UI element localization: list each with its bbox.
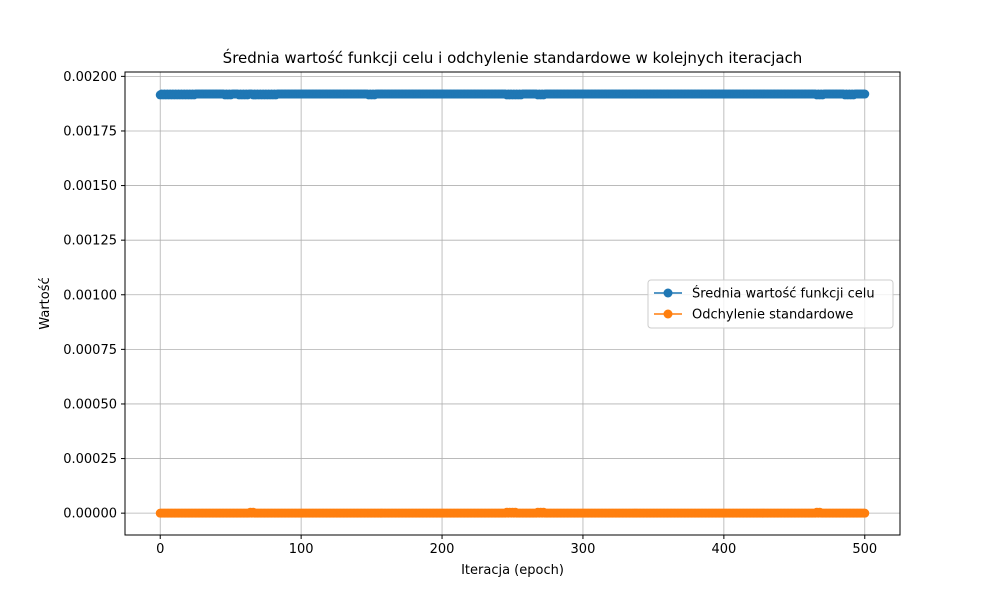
y-tick-label: 0.00100 <box>63 288 117 303</box>
data-point <box>860 89 870 99</box>
y-tick-label: 0.00075 <box>63 343 117 358</box>
x-tick-label: 300 <box>571 542 596 557</box>
y-axis-ticks: 0.00000 0.00025 0.00050 0.00075 0.00100 0.001… <box>63 70 125 522</box>
data-point <box>860 508 870 518</box>
legend-box <box>647 279 894 329</box>
x-tick-label: 0 <box>156 542 164 557</box>
x-axis-label: Iteracja (epoch) <box>461 563 564 578</box>
legend-entry: Odchylenie standardowe <box>654 308 853 323</box>
legend-label: Odchylenie standardowe <box>692 308 853 323</box>
x-tick-label: 100 <box>289 542 314 557</box>
series-layer <box>155 89 870 518</box>
y-tick-label: 0.00025 <box>63 452 117 467</box>
legend: Średnia wartość funkcji celu Odchylenie s… <box>647 279 894 329</box>
series-1 <box>155 507 870 518</box>
legend-label: Średnia wartość funkcji celu <box>692 286 875 302</box>
x-axis-ticks: 0 100 200 300 400 500 <box>156 535 877 557</box>
plot-frame <box>124 71 901 536</box>
chart-title: Średnia wartość funkcji celu i odchyleni… <box>223 48 803 67</box>
y-tick-label: 0.00050 <box>63 397 117 412</box>
x-tick-label: 500 <box>852 542 877 557</box>
legend-marker <box>663 288 673 298</box>
y-tick-label: 0.00125 <box>63 234 117 249</box>
x-tick-label: 200 <box>430 542 455 557</box>
y-axis-label: Wartość <box>38 277 53 329</box>
y-tick-label: 0.00000 <box>63 507 117 522</box>
y-tick-label: 0.00200 <box>63 70 117 85</box>
series-0 <box>155 89 870 100</box>
x-tick-label: 400 <box>711 542 736 557</box>
y-tick-label: 0.00175 <box>63 124 117 139</box>
y-tick-label: 0.00150 <box>63 179 117 194</box>
legend-entry: Średnia wartość funkcji celu <box>654 286 875 302</box>
legend-marker <box>663 309 673 319</box>
